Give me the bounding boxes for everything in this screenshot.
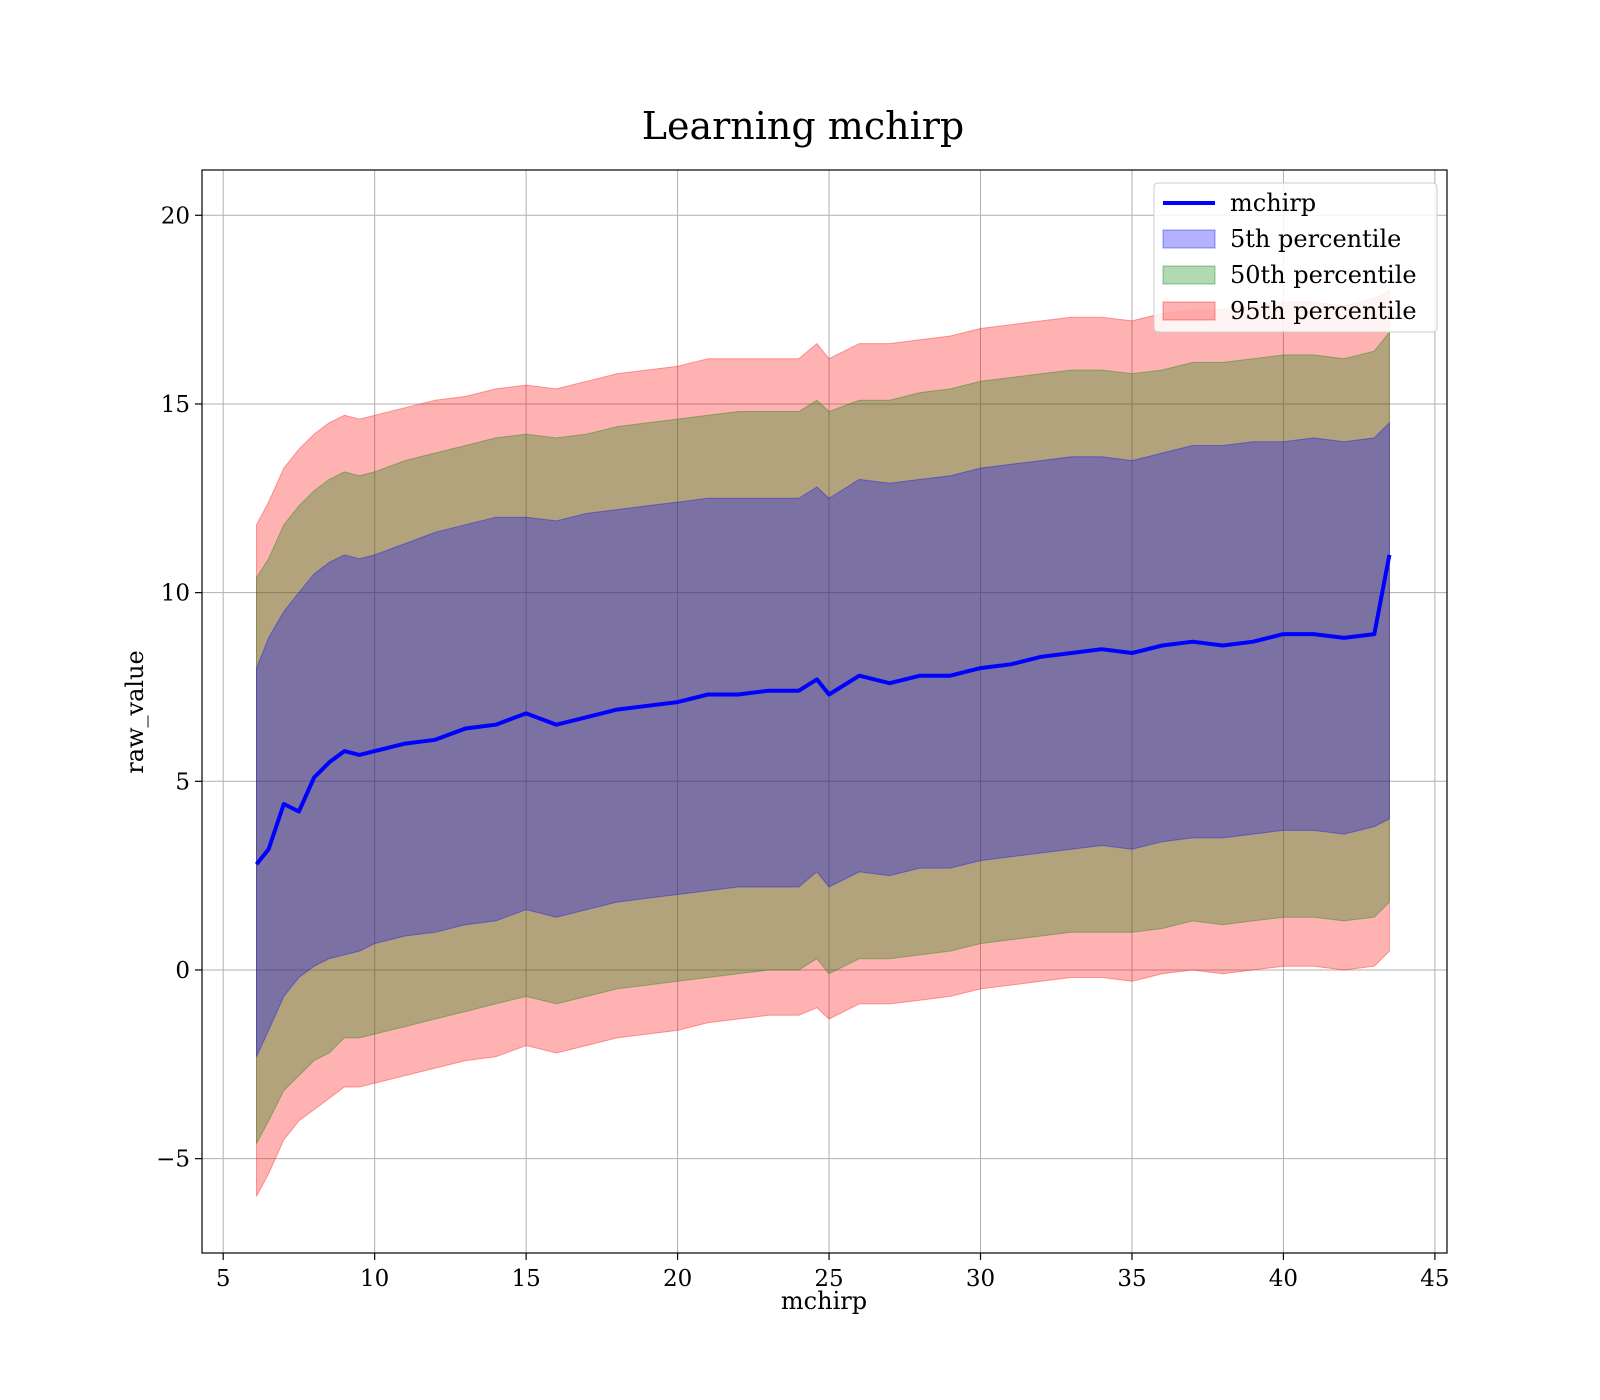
- legend: mchirp 5th percentile 50th percentile 95th …: [1153, 182, 1438, 333]
- x-tick-label-0: 5: [216, 1266, 231, 1292]
- y-tick-label-2: 5: [175, 769, 190, 795]
- x-axis-ticks: 5 10 15 20 25 30 35 40 45: [216, 1253, 1450, 1292]
- series-line-mchirp: [254, 554, 1392, 866]
- legend-label-mchirp: mchirp: [1230, 189, 1316, 217]
- y-axis-label: raw_value: [121, 650, 149, 774]
- x-tick-label-3: 20: [663, 1266, 692, 1292]
- y-tick-label-5: 20: [161, 203, 190, 229]
- mchirp-line-layer: [254, 554, 1392, 866]
- legend-swatch-50th-percentile: [1162, 265, 1216, 285]
- chart-title: Learning mchirp: [642, 104, 964, 148]
- x-tick-label-6: 35: [1117, 1266, 1146, 1292]
- y-tick-label-0: −5: [156, 1147, 190, 1173]
- y-tick-label-4: 15: [161, 392, 190, 418]
- y-tick-label-1: 0: [175, 958, 190, 984]
- legend-label-5th-percentile: 5th percentile: [1230, 225, 1401, 253]
- legend-swatch-5th-percentile: [1162, 229, 1216, 249]
- legend-swatch-95th-percentile: [1162, 301, 1216, 321]
- y-axis-ticks: −5 0 5 10 15 20: [156, 203, 202, 1173]
- plot-frame: [201, 169, 1448, 1254]
- x-tick-label-4: 25: [814, 1266, 843, 1292]
- legend-box: [1153, 182, 1438, 333]
- y-tick-label-3: 10: [161, 581, 190, 607]
- x-tick-label-2: 15: [511, 1266, 540, 1292]
- x-tick-label-5: 30: [966, 1266, 995, 1292]
- legend-label-50th-percentile: 50th percentile: [1230, 261, 1417, 289]
- band-95th-percentile: [256, 289, 1390, 1197]
- x-axis-label: mchirp: [781, 1287, 867, 1315]
- percentile-bands: [256, 289, 1390, 1197]
- legend-label-95th-percentile: 95th percentile: [1230, 297, 1417, 325]
- band-5th-percentile: [256, 421, 1390, 1058]
- grid-lines: [202, 170, 1447, 1253]
- x-tick-label-1: 10: [360, 1266, 389, 1292]
- band-50th-percentile: [256, 330, 1390, 1144]
- x-tick-label-7: 40: [1269, 1266, 1298, 1292]
- x-tick-label-8: 45: [1420, 1266, 1449, 1292]
